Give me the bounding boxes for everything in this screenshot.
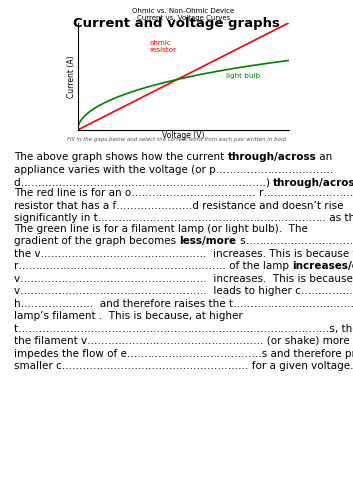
Title: Ohmic vs. Non-Ohmic Device
Current vs. Voltage Curves: Ohmic vs. Non-Ohmic Device Current vs. V…: [132, 8, 235, 20]
Text: appliance varies with the voltage (or p…………………………….: appliance varies with the voltage (or p……: [14, 165, 333, 175]
Text: less/more: less/more: [179, 236, 237, 246]
Text: t………………………………………………………………………………s, the a…………………s (or ions) of the metal in: t………………………………………………………………………………s, the a……: [14, 324, 353, 334]
Text: v………………………………………………  increases.  This is because the higher: v……………………………………………… increases. This is b…: [14, 274, 353, 284]
Text: d……………………………………………………………..): d……………………………………………………………..): [14, 178, 273, 188]
Text: smaller c……………………………………………… for a given voltage.: smaller c……………………………………………… for a given …: [14, 362, 353, 372]
Text: through/across: through/across: [273, 178, 353, 188]
Text: impedes the flow of e…………………………………s and therefore produces a: impedes the flow of e…………………………………s and …: [14, 349, 353, 359]
Text: h…………………  and therefore raises the t………………………………………………………………… of the: h………………… and therefore raises the t………………: [14, 299, 353, 309]
Text: r…………………………………………………… of the lamp: r…………………………………………………… of the lamp: [14, 262, 292, 272]
Text: the filament v…………………………………………… (or shake) more strongly.  This: the filament v…………………………………………… (or shak…: [14, 336, 353, 346]
X-axis label: Voltage (V): Voltage (V): [162, 132, 205, 140]
Text: Fill in the gaps below and select the correct word from each pair written in bol: Fill in the gaps below and select the co…: [67, 138, 286, 142]
Text: Current and voltage graphs: Current and voltage graphs: [73, 18, 280, 30]
Text: The red line is for an o……………………………… r……………………………………………… This is a: The red line is for an o……………………………… r………: [14, 188, 353, 198]
Text: increases/decreases: increases/decreases: [292, 262, 353, 272]
Text: resistor that has a f………………….d resistance and doesn’t rise: resistor that has a f………………….d resistanc…: [14, 200, 343, 210]
Text: The above graph shows how the current: The above graph shows how the current: [14, 152, 228, 162]
Text: light bulb: light bulb: [226, 73, 260, 79]
Text: v………………………………………………  leads to higher c……………………………………  which creates: v……………………………………………… leads to higher c…………: [14, 286, 353, 296]
Y-axis label: Current (A): Current (A): [67, 55, 76, 98]
Text: an: an: [316, 152, 333, 162]
Text: s…………………………………  as: s………………………………… as: [237, 236, 353, 246]
Text: the v…………………………………………  increases. This is because the: the v………………………………………… increases. This is…: [14, 249, 353, 259]
Text: The green line is for a filament lamp (or light bulb).  The: The green line is for a filament lamp (o…: [14, 224, 308, 234]
Text: through/across: through/across: [228, 152, 316, 162]
Text: significantly in t………………………………………………………… as the voltage is varied.: significantly in t……………………………………………………………: [14, 213, 353, 223]
Text: ohmic
resistor: ohmic resistor: [150, 40, 177, 52]
Text: gradient of the graph becomes: gradient of the graph becomes: [14, 236, 179, 246]
Text: lamp’s filament .  This is because, at higher: lamp’s filament . This is because, at hi…: [14, 312, 243, 322]
